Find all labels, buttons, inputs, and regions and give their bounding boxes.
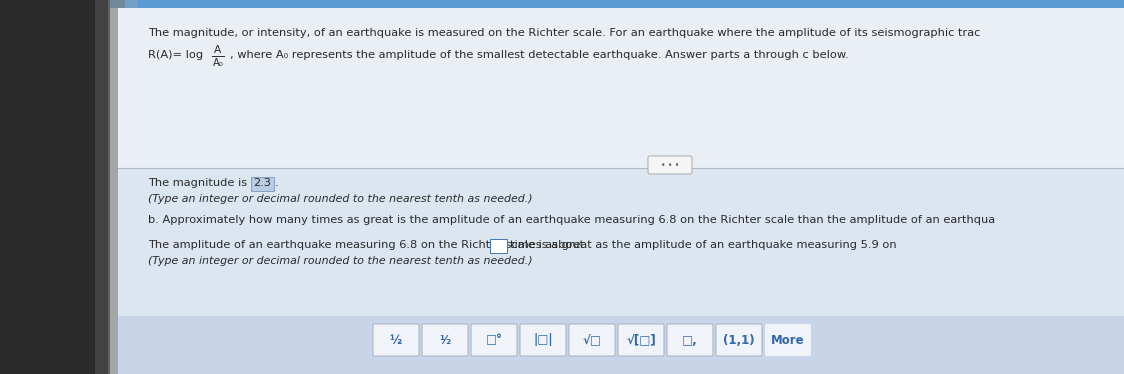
Text: (Type an integer or decimal rounded to the nearest tenth as needed.): (Type an integer or decimal rounded to t…: [148, 194, 533, 204]
Bar: [96, 0, 125, 374]
FancyBboxPatch shape: [618, 324, 664, 356]
Text: (1,1): (1,1): [723, 334, 755, 346]
Text: A₀: A₀: [212, 58, 224, 68]
Text: ½: ½: [390, 334, 402, 346]
Text: □,: □,: [682, 334, 698, 346]
Text: ¹⁄₂: ¹⁄₂: [438, 334, 451, 346]
Text: 2.3: 2.3: [253, 178, 271, 188]
FancyBboxPatch shape: [251, 177, 273, 190]
Text: R(A)= log: R(A)= log: [148, 50, 203, 60]
Text: □°: □°: [486, 334, 502, 346]
FancyBboxPatch shape: [765, 324, 812, 356]
Text: .: .: [275, 178, 279, 188]
Text: b. Approximately how many times as great is the amplitude of an earthquake measu: b. Approximately how many times as great…: [148, 215, 995, 225]
Text: √□: √□: [582, 334, 601, 346]
Text: More: More: [771, 334, 805, 346]
FancyBboxPatch shape: [569, 324, 615, 356]
Text: times as great as the amplitude of an earthquake measuring 5.9 on: times as great as the amplitude of an ea…: [510, 240, 897, 250]
Bar: [118, 8, 1124, 170]
Text: |□|: |□|: [533, 334, 553, 346]
Bar: [0, 0, 110, 374]
Text: The magnitude is: The magnitude is: [148, 178, 251, 188]
Text: , where A₀ represents the amplitude of the smallest detectable earthquake. Answe: , where A₀ represents the amplitude of t…: [230, 50, 849, 60]
Text: √[□]: √[□]: [626, 334, 656, 346]
FancyBboxPatch shape: [489, 239, 507, 252]
Text: (Type an integer or decimal rounded to the nearest tenth as needed.): (Type an integer or decimal rounded to t…: [148, 256, 533, 266]
Bar: [118, 316, 1124, 374]
FancyBboxPatch shape: [373, 324, 419, 356]
FancyBboxPatch shape: [667, 324, 713, 356]
FancyBboxPatch shape: [520, 324, 566, 356]
FancyBboxPatch shape: [422, 324, 468, 356]
Text: A: A: [215, 45, 221, 55]
FancyBboxPatch shape: [716, 324, 762, 356]
FancyBboxPatch shape: [649, 156, 692, 174]
FancyBboxPatch shape: [471, 324, 517, 356]
Text: • • •: • • •: [661, 161, 679, 170]
Text: The magnitude, or intensity, of an earthquake is measured on the Richter scale. : The magnitude, or intensity, of an earth…: [148, 28, 980, 38]
Bar: [118, 168, 1124, 316]
Bar: [0, 0, 1124, 8]
Bar: [108, 0, 138, 374]
Text: The amplitude of an earthquake measuring 6.8 on the Richter scale is about: The amplitude of an earthquake measuring…: [148, 240, 584, 250]
